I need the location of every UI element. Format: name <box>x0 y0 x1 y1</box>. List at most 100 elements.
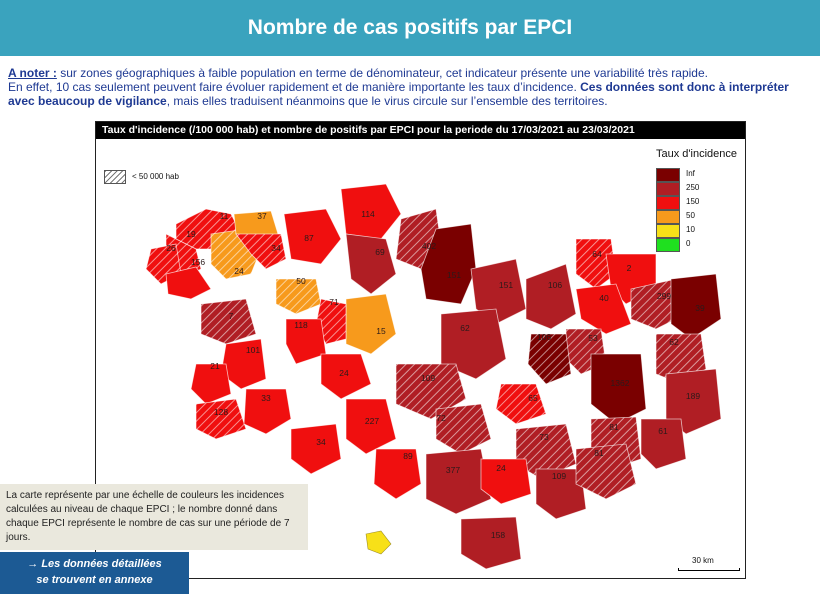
legend-label: 50 <box>686 211 695 220</box>
epci-count-label: 62 <box>669 337 679 347</box>
epci-region <box>340 183 402 240</box>
epci-count-label: 156 <box>191 257 205 267</box>
epci-count-label: 189 <box>686 391 700 401</box>
epci-region <box>480 458 532 505</box>
epci-region <box>373 448 422 500</box>
epci-hatch <box>528 334 571 384</box>
legend-swatch <box>656 168 680 182</box>
epci-hatch <box>316 299 346 344</box>
epci-region <box>640 418 687 470</box>
epci-count-label: 24 <box>234 266 244 276</box>
epci-count-label: 50 <box>296 276 306 286</box>
epci-count-label: 101 <box>246 345 260 355</box>
epci-count-label: 71 <box>329 297 339 307</box>
epci-count-label: 26 <box>166 243 176 253</box>
epci-region <box>440 308 507 380</box>
epci-count-label: 34 <box>271 243 281 253</box>
epci-count-label: 106 <box>537 332 551 342</box>
epci-count-label: 61 <box>658 426 668 436</box>
legend-swatch <box>656 210 680 224</box>
legend-title: Taux d'incidence <box>656 148 737 160</box>
info-text: La carte représente par une échelle de c… <box>6 490 290 543</box>
epci-count-label: 109 <box>552 471 566 481</box>
epci-count-label: 1362 <box>611 378 630 388</box>
epci-region <box>190 363 232 405</box>
epci-region <box>243 388 292 435</box>
epci-count-label: 40 <box>599 293 609 303</box>
legend-label: 250 <box>686 183 700 192</box>
epci-region <box>590 353 647 425</box>
epci-hatch <box>496 384 546 424</box>
legend-swatch <box>656 224 680 238</box>
epci-count-label: 151 <box>499 280 513 290</box>
legend-swatch <box>656 196 680 210</box>
epci-region <box>670 273 722 340</box>
epci-count-label: 2 <box>627 263 632 273</box>
hatch-swatch <box>104 170 126 184</box>
legend-label: 0 <box>686 239 691 248</box>
epci-hatch <box>201 299 256 344</box>
legend-label: 150 <box>686 197 700 206</box>
epci-hatch <box>436 404 491 454</box>
epci-region <box>320 353 372 400</box>
epci-count-label: 72 <box>436 413 446 423</box>
scale-label: 30 km <box>692 556 714 565</box>
epci-count-label: 7 <box>229 311 234 321</box>
epci-region <box>665 368 722 435</box>
epci-region <box>345 233 397 295</box>
epci-count-label: 73 <box>539 432 549 442</box>
legend-label: Inf <box>686 169 695 178</box>
epci-hatch <box>576 444 636 499</box>
note-line1: sur zones géographiques à faible populat… <box>56 66 708 80</box>
epci-region <box>420 223 477 305</box>
epci-region <box>460 516 522 570</box>
warning-note: A noter : sur zones géographiques à faib… <box>8 66 814 108</box>
incidence-map: Taux d'incidence (/100 000 hab) et nombr… <box>95 121 746 579</box>
epci-region <box>165 266 212 300</box>
epci-count-label: 89 <box>403 451 413 461</box>
epci-region <box>285 318 327 365</box>
note-line2c: , mais elles traduisent néanmoins que le… <box>166 94 608 108</box>
epci-count-label: 24 <box>496 463 506 473</box>
epci-count-label: 106 <box>548 280 562 290</box>
epci-count-label: 402 <box>422 241 436 251</box>
epci-count-label: 227 <box>365 416 379 426</box>
epci-region <box>575 283 632 335</box>
epci-count-label: 64 <box>592 249 602 259</box>
epci-count-label: 128 <box>214 407 228 417</box>
epci-count-label: 118 <box>294 320 308 330</box>
legend-swatch <box>656 238 680 252</box>
epci-count-label: 53 <box>588 333 598 343</box>
epci-count-label: 19 <box>186 229 196 239</box>
page-title: Nombre de cas positifs par EPCI <box>247 16 573 39</box>
epci-hatch <box>576 239 616 289</box>
epci-region <box>535 468 587 520</box>
arrow-right-icon: → <box>27 558 39 570</box>
legend-swatch <box>656 182 680 196</box>
epci-count-label: 109 <box>421 373 435 383</box>
epci-count-label: 69 <box>375 247 385 257</box>
epci-region <box>283 208 342 265</box>
epci-count-label: 81 <box>609 422 619 432</box>
island-region <box>365 530 392 555</box>
epci-count-label: 15 <box>376 326 386 336</box>
epci-count-label: 81 <box>594 448 604 458</box>
epci-count-label: 299 <box>657 291 671 301</box>
epci-count-label: 158 <box>491 530 505 540</box>
epci-count-label: 151 <box>447 270 461 280</box>
epci-count-label: 33 <box>261 393 271 403</box>
info-box: La carte représente par une échelle de c… <box>0 484 308 550</box>
epci-count-label: 65 <box>528 393 538 403</box>
scale-bar <box>678 568 740 571</box>
epci-hatch <box>516 424 576 479</box>
note-emphasis: Ces données sont donc à interpréter avec… <box>8 80 789 108</box>
note-line2a: En effet, 10 cas seulement peuvent faire… <box>8 80 581 94</box>
epci-count-label: 21 <box>210 361 220 371</box>
note-label: A noter : <box>8 66 57 80</box>
epci-region <box>470 258 527 325</box>
hatch-label: < 50 000 hab <box>132 172 179 181</box>
legend-label: 10 <box>686 225 695 234</box>
epci-count-label: 39 <box>695 303 705 313</box>
annexe-button[interactable]: → Les données détaillées se trouvent en … <box>0 552 189 594</box>
